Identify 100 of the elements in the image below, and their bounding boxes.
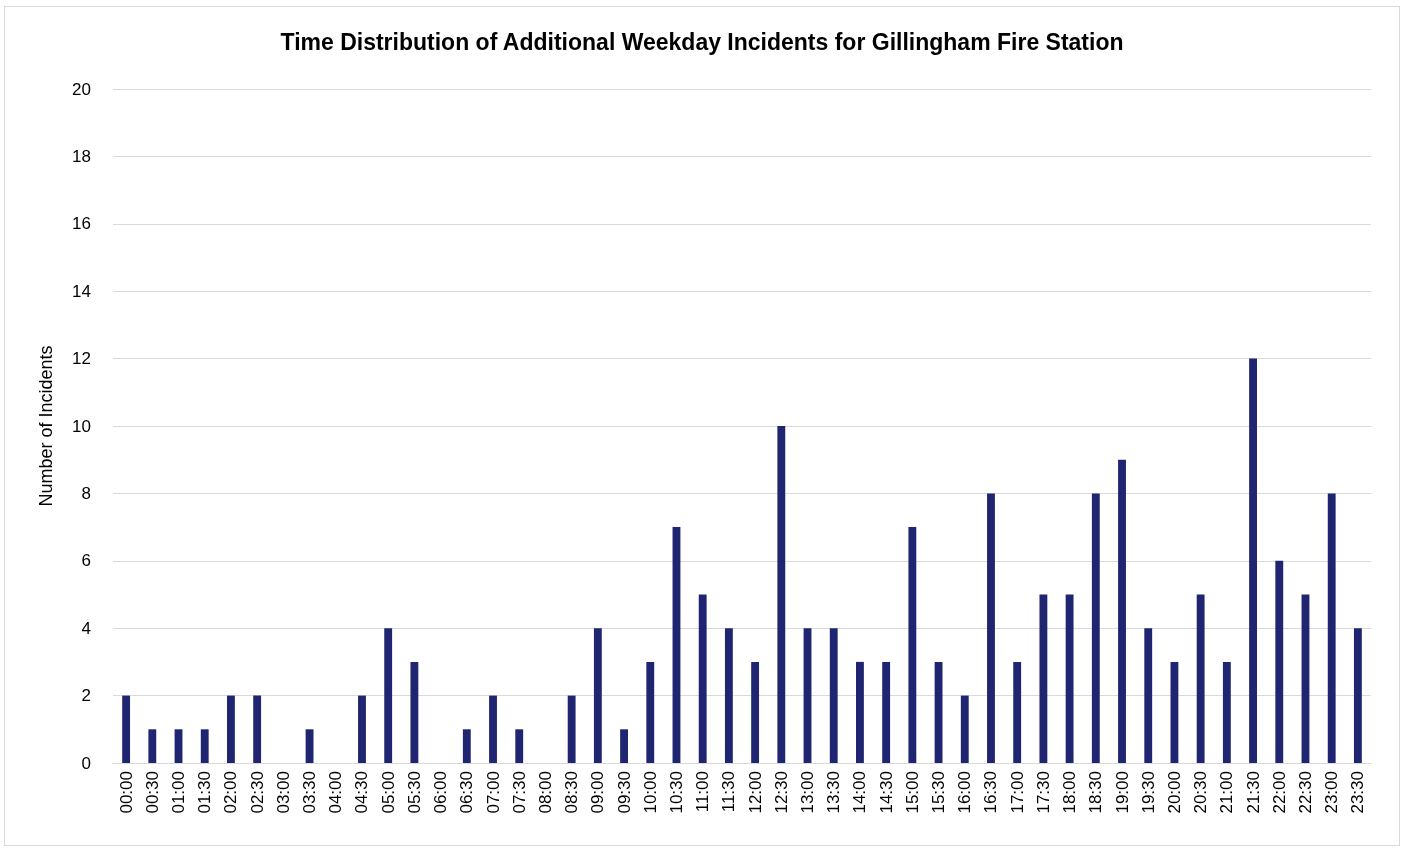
y-tick-label: 0: [81, 753, 91, 773]
bar: [1013, 661, 1022, 763]
bar: [1091, 493, 1100, 763]
x-tick-label: 18:00: [1060, 771, 1080, 814]
bar: [646, 661, 655, 763]
x-tick-label: 10:30: [666, 771, 686, 814]
x-tick-label: 08:30: [562, 771, 582, 814]
bar: [358, 695, 366, 763]
bar: [1222, 661, 1231, 763]
bar: [253, 695, 262, 763]
x-tick-label: 15:30: [929, 771, 949, 814]
x-tick-label: 02:00: [221, 771, 241, 814]
bar: [1144, 628, 1153, 763]
x-tick-label: 06:00: [431, 771, 451, 814]
x-tick-label: 15:00: [902, 771, 922, 814]
bar: [882, 661, 891, 763]
y-tick-label: 6: [81, 551, 91, 571]
bar: [1275, 560, 1284, 763]
x-tick-label: 22:00: [1269, 771, 1289, 814]
bar: [960, 695, 969, 763]
bar: [987, 493, 995, 763]
bar: [410, 661, 419, 763]
x-tick-label: 02:30: [247, 771, 267, 814]
bar: [1039, 594, 1048, 763]
x-tick-label: 12:30: [771, 771, 791, 814]
x-tick-label: 03:30: [300, 771, 320, 814]
y-tick-label: 2: [81, 686, 91, 706]
bar: [515, 729, 524, 763]
bar: [856, 661, 864, 763]
x-tick-label: 12:00: [745, 771, 765, 814]
y-tick-label: 8: [81, 483, 91, 503]
x-tick-label: 08:00: [535, 771, 555, 814]
x-tick-label: 11:00: [693, 771, 713, 813]
x-tick-label: 23:30: [1348, 771, 1368, 814]
bar: [489, 695, 497, 763]
x-tick-label: 09:00: [588, 771, 608, 814]
y-tick-label: 20: [72, 79, 91, 99]
bar: [620, 729, 628, 763]
x-tick-label: 20:00: [1164, 771, 1184, 814]
x-tick-label: 00:30: [142, 771, 162, 814]
x-tick-label: 13:30: [824, 771, 844, 814]
bar: [908, 527, 917, 763]
x-tick-label: 06:30: [457, 771, 477, 814]
x-tick-label: 16:30: [981, 771, 1001, 814]
x-tick-label: 01:00: [169, 771, 189, 814]
bar: [227, 695, 235, 763]
x-tick-label: 10:00: [640, 771, 660, 814]
bar: [384, 628, 393, 763]
bar: [1327, 493, 1336, 763]
x-tick-label: 13:00: [798, 771, 818, 814]
bar: [1065, 594, 1074, 763]
x-tick-label: 04:00: [326, 771, 346, 814]
y-tick-label: 12: [72, 349, 91, 369]
bar: [1196, 594, 1205, 763]
x-tick-label: 22:30: [1295, 771, 1315, 814]
x-tick-label: 07:30: [509, 771, 529, 814]
x-tick-label: 19:00: [1112, 771, 1132, 814]
bar: [593, 628, 602, 763]
x-tick-label: 09:30: [614, 771, 634, 814]
y-tick-label: 14: [72, 281, 91, 301]
x-tick-label: 01:30: [195, 771, 215, 814]
x-tick-label: 17:00: [1007, 771, 1027, 814]
chart-title: Time Distribution of Additional Weekday Incidents for Gillingham Fire Station: [280, 28, 1124, 55]
y-axis-title: Number of Incidents: [36, 345, 56, 507]
x-tick-label: 07:00: [483, 771, 503, 814]
y-tick-label: 10: [72, 416, 91, 436]
x-tick-label: 18:30: [1086, 771, 1106, 814]
bar: [724, 628, 733, 763]
x-tick-label: 21:30: [1243, 771, 1263, 814]
x-tick-label: 14:30: [876, 771, 896, 814]
x-tick-label: 03:00: [273, 771, 293, 814]
y-tick-label: 16: [72, 214, 91, 234]
x-tick-label: 23:00: [1322, 771, 1342, 814]
x-tick-label: 11:30: [719, 771, 739, 813]
bar: [751, 661, 760, 763]
bar: [305, 729, 314, 763]
y-tick-label: 4: [81, 618, 91, 638]
bar: [698, 594, 707, 763]
bar: [1249, 358, 1257, 763]
bar: [200, 729, 209, 763]
x-tick-label: 14:00: [850, 771, 870, 814]
bar: [567, 695, 576, 763]
x-tick-label: 04:30: [352, 771, 372, 814]
x-tick-label: 05:30: [404, 771, 424, 814]
bar: [1118, 459, 1126, 763]
bar: [122, 695, 131, 763]
x-tick-label: 21:00: [1217, 771, 1237, 814]
bar: [174, 729, 183, 763]
x-tick-label: 17:30: [1033, 771, 1053, 814]
bar: [777, 426, 786, 763]
x-tick-label: 20:30: [1191, 771, 1211, 814]
y-tick-label: 18: [72, 146, 91, 166]
bar: [462, 729, 471, 763]
x-tick-label: 05:00: [378, 771, 398, 814]
x-tick-label: 00:00: [116, 771, 136, 814]
bar: [148, 729, 157, 763]
x-tick-label: 19:30: [1138, 771, 1158, 814]
x-tick-label: 16:00: [955, 771, 975, 814]
bar: [1353, 628, 1362, 763]
bar: [829, 628, 838, 763]
